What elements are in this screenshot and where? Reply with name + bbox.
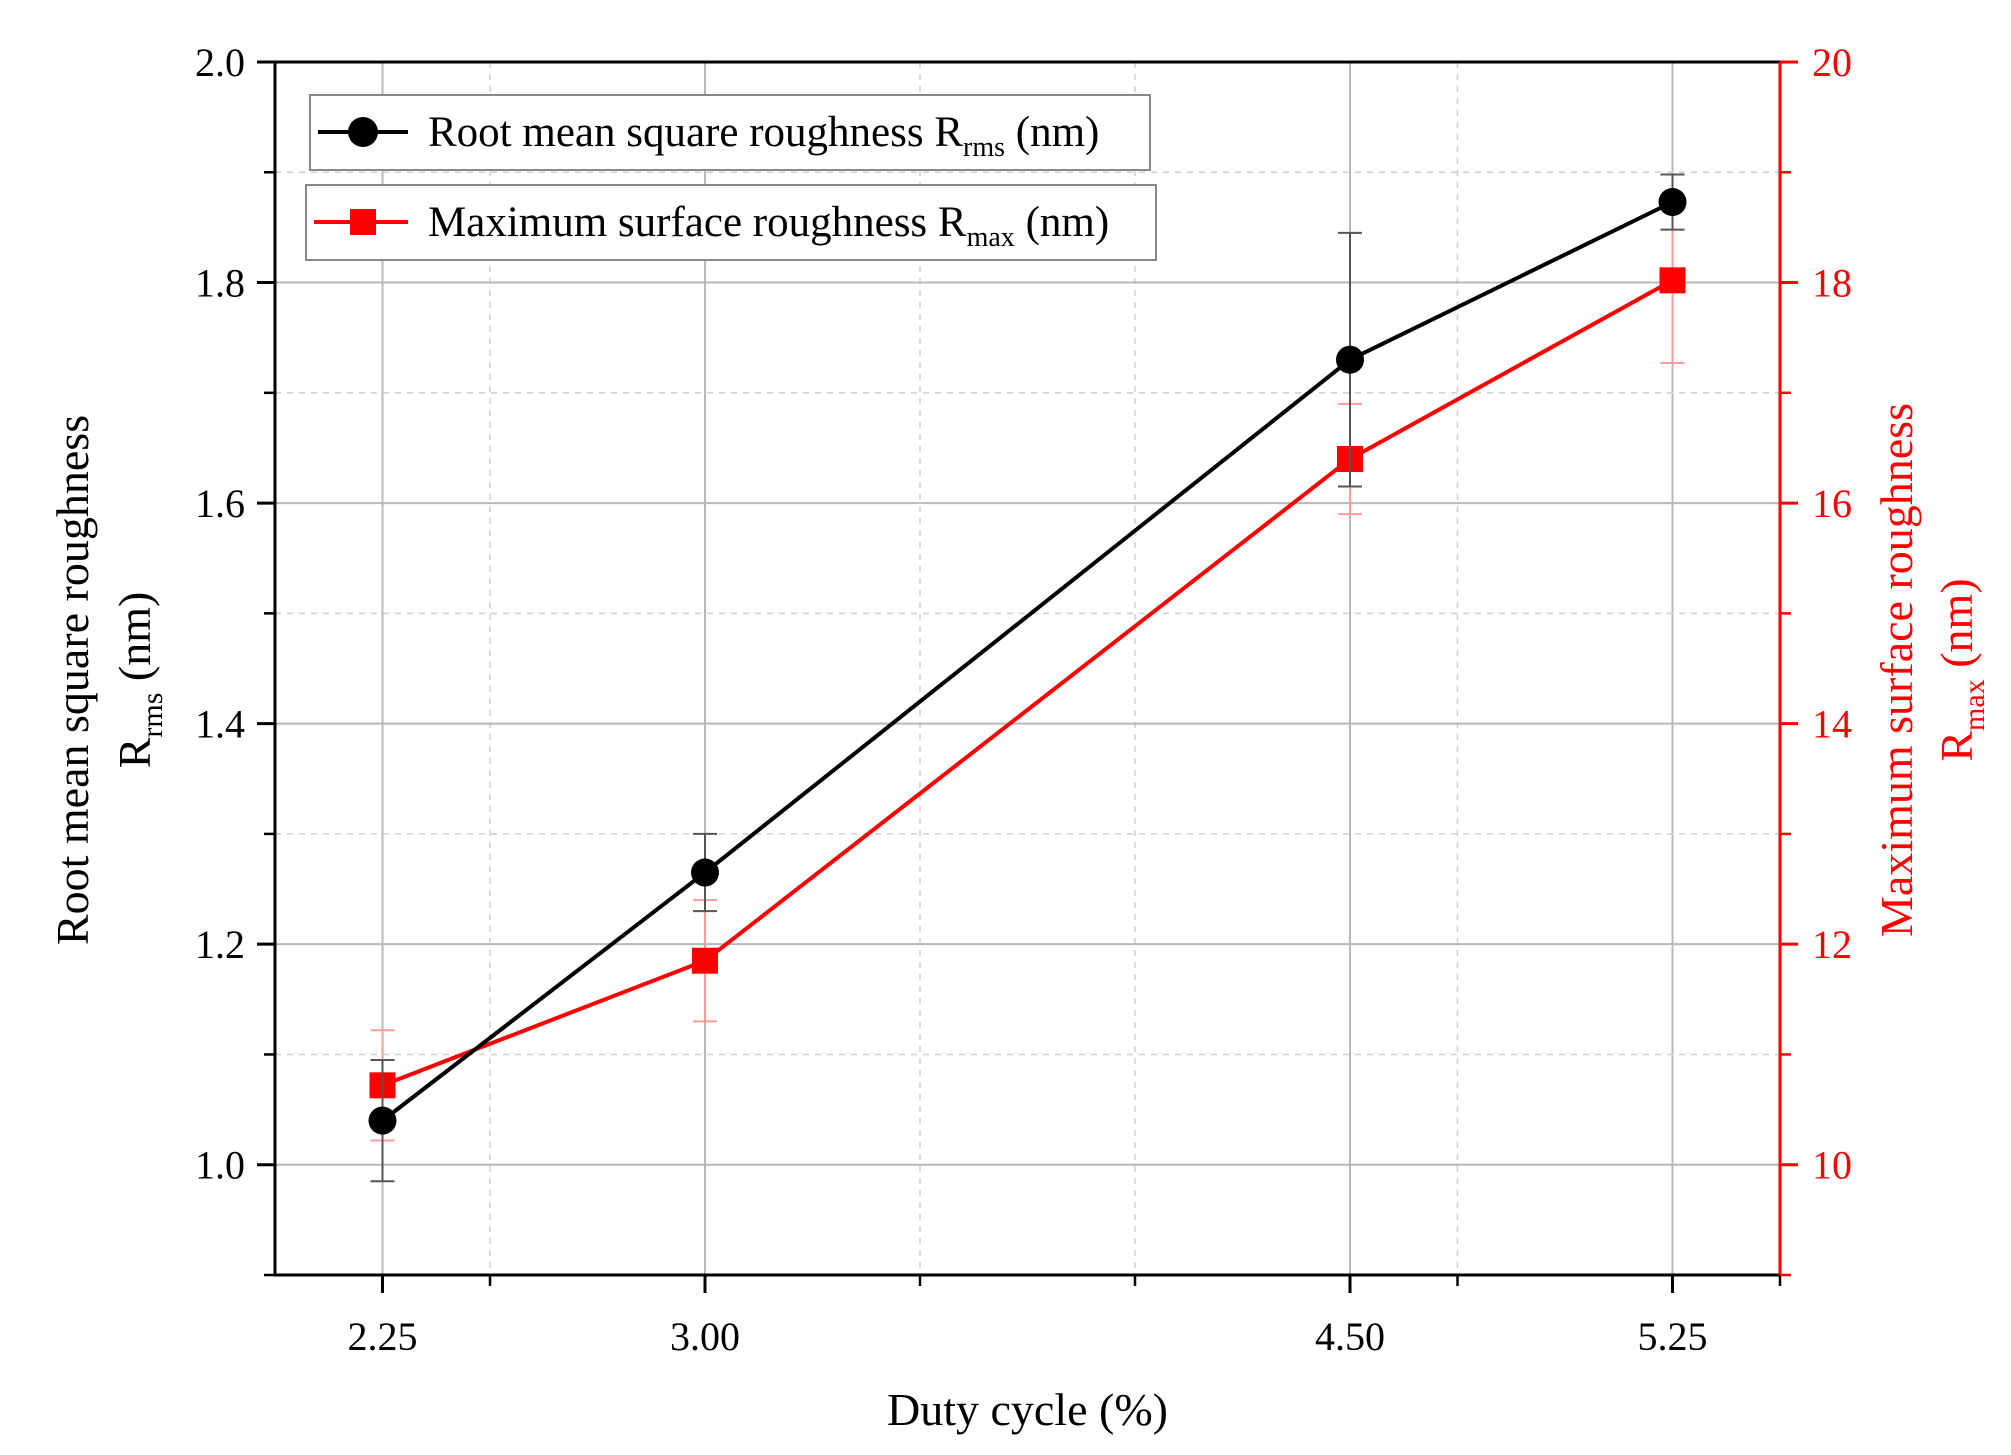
- x-tick-label: 5.25: [1638, 1314, 1708, 1359]
- legend-label-max-base: Maximum surface roughness R: [428, 199, 967, 246]
- right-axis-title-line2: Rmax (nm): [1931, 578, 1991, 761]
- left-axis-title-line1: Root mean square roughness: [47, 415, 98, 945]
- right-axis-title-symbol: R: [1931, 731, 1982, 762]
- y-left-tick-label: 1.4: [195, 702, 245, 747]
- legend-label-rms-subscript: rms: [963, 132, 1005, 163]
- left-axis-title-subscript: rms: [136, 693, 169, 738]
- left-axis-title-symbol: R: [109, 737, 160, 768]
- legend-label-rms: Root mean square roughness Rrms (nm): [428, 109, 1099, 163]
- y-left-tick-label: 2.0: [195, 40, 245, 85]
- y-right-tick-label: 18: [1812, 261, 1852, 306]
- ticks-layer: 2.25 3.00 4.50 5.25 1.0 1.2 1.4 1.6 1.8 2.0 10 12 14…: [195, 40, 1852, 1359]
- left-axis-title-unit: (nm): [109, 592, 160, 693]
- y-left-tick-label: 1.8: [195, 261, 245, 306]
- right-axis-title: Maximum surface roughness Rmax (nm): [1871, 403, 1991, 937]
- y-right-tick-label: 10: [1812, 1143, 1852, 1188]
- legend-label-max-unit: (nm): [1015, 199, 1109, 246]
- right-axis-title-unit: (nm): [1931, 578, 1982, 679]
- series-line-rms: [381, 200, 1674, 1123]
- x-tick-label: 3.00: [670, 1314, 740, 1359]
- right-axis-title-line1: Maximum surface roughness: [1871, 403, 1922, 937]
- legend-label-max: Maximum surface roughness Rmax (nm): [428, 199, 1109, 253]
- x-axis-title: Duty cycle (%): [887, 1384, 1168, 1435]
- legend-box-rms: [309, 94, 1151, 171]
- left-axis-title-line2: Rrms (nm): [109, 592, 169, 769]
- right-axis-title-subscript: max: [1958, 679, 1991, 731]
- legend-label-rms-unit: (nm): [1005, 109, 1099, 156]
- legend-label-max-subscript: max: [967, 222, 1015, 253]
- series-line-max: [381, 278, 1674, 1088]
- data-point-rms: [368, 1106, 397, 1135]
- y-right-tick-label: 12: [1812, 922, 1852, 967]
- y-right-tick-label: 20: [1812, 40, 1852, 85]
- legend-box-max: [305, 184, 1157, 261]
- legend-marker-max: [350, 209, 376, 235]
- data-point-max: [692, 947, 718, 974]
- series-layer: [368, 173, 1687, 1183]
- data-point-rms: [691, 858, 719, 887]
- legend: Root mean square roughness Rrms (nm) Max…: [305, 94, 1157, 261]
- y-left-tick-label: 1.0: [195, 1143, 245, 1188]
- y-right-tick-label: 14: [1812, 702, 1852, 747]
- x-tick-label: 2.25: [348, 1314, 418, 1359]
- data-point-rms: [1658, 188, 1687, 217]
- y-right-tick-label: 16: [1812, 481, 1852, 526]
- data-point-max: [1659, 267, 1686, 294]
- y-left-tick-label: 1.6: [195, 481, 245, 526]
- left-axis-title: Root mean square roughness Rrms (nm): [47, 415, 169, 945]
- legend-marker-rms: [348, 117, 378, 147]
- data-point-rms: [1336, 345, 1364, 374]
- y-left-tick-label: 1.2: [195, 922, 245, 967]
- x-tick-label: 4.50: [1315, 1314, 1385, 1359]
- legend-label-rms-base: Root mean square roughness R: [428, 109, 963, 156]
